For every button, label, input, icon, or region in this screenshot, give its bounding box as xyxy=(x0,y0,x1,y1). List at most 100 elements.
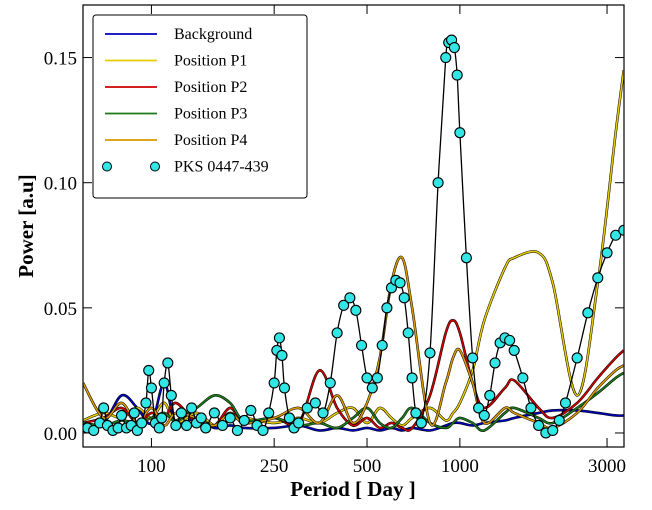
data-point xyxy=(216,419,229,432)
plot-frame xyxy=(82,4,625,448)
data-point xyxy=(398,292,410,304)
data-point xyxy=(366,382,378,394)
data-point xyxy=(200,422,212,434)
data-point xyxy=(186,402,198,414)
data-point xyxy=(276,349,288,361)
data-point xyxy=(448,41,460,54)
data-point xyxy=(508,344,520,356)
data-point xyxy=(381,302,393,314)
plot-area xyxy=(83,34,624,439)
data-point xyxy=(143,364,155,376)
data-point xyxy=(153,422,165,434)
data-point xyxy=(238,414,250,427)
data-point xyxy=(601,247,613,259)
y-tick-label: 0.15 xyxy=(44,49,77,70)
data-point xyxy=(350,304,362,316)
legend-label: PKS 0447-439 xyxy=(174,159,269,176)
data-point xyxy=(156,412,168,424)
data-point xyxy=(263,407,275,419)
data-point xyxy=(525,402,537,414)
x-tick-label: 1000 xyxy=(441,456,479,477)
data-point xyxy=(181,419,193,432)
data-point xyxy=(467,352,479,364)
data-point xyxy=(301,402,313,414)
data-point xyxy=(162,357,174,369)
data-point xyxy=(224,412,236,424)
data-point xyxy=(559,397,572,409)
data-point xyxy=(344,292,356,304)
data-point xyxy=(317,407,329,419)
data-point xyxy=(158,377,170,389)
data-point xyxy=(406,372,418,384)
legend-label: Position P3 xyxy=(174,106,247,123)
x-tick-label: 100 xyxy=(137,456,166,477)
data-point xyxy=(582,307,594,319)
data-point xyxy=(394,277,406,289)
data-point xyxy=(402,327,414,339)
x-axis-label: Period [ Day ] xyxy=(290,477,415,501)
data-point xyxy=(547,424,559,437)
data-point xyxy=(309,397,321,409)
data-point xyxy=(98,402,110,414)
data-point xyxy=(484,389,496,401)
data-point xyxy=(504,334,516,346)
data-point xyxy=(478,409,490,422)
x-tick-label: 500 xyxy=(353,456,382,477)
data-point xyxy=(424,347,436,359)
data-point xyxy=(257,424,269,437)
data-point xyxy=(460,252,472,264)
data-point xyxy=(283,412,295,424)
legend-marker xyxy=(150,161,160,172)
data-point xyxy=(338,299,350,311)
data-point xyxy=(415,417,427,429)
legend-label: Position P4 xyxy=(174,132,247,149)
y-tick-label: 0.05 xyxy=(44,299,77,320)
data-point xyxy=(410,407,422,419)
data-point xyxy=(533,419,545,432)
data-point xyxy=(553,414,565,427)
data-point xyxy=(268,377,280,389)
data-point xyxy=(231,424,243,437)
data-point xyxy=(376,339,388,351)
legend-marker xyxy=(102,161,112,172)
series-line xyxy=(83,372,624,432)
data-point xyxy=(517,372,529,384)
data-point xyxy=(324,377,336,389)
y-axis-label: Power [a.u] xyxy=(14,174,38,277)
data-point xyxy=(331,327,343,339)
legend-label: Background xyxy=(174,26,252,43)
data-point xyxy=(136,417,148,429)
data-point xyxy=(293,417,305,429)
data-point xyxy=(128,407,140,419)
data-point xyxy=(115,409,128,422)
data-point xyxy=(454,127,466,139)
legend-label: Position P2 xyxy=(174,79,247,96)
data-point xyxy=(432,177,444,189)
data-point xyxy=(195,412,207,424)
data-point xyxy=(361,372,373,384)
data-point xyxy=(489,357,501,369)
y-tick-label: 0.00 xyxy=(44,424,77,445)
data-point xyxy=(145,382,157,394)
data-point xyxy=(473,402,485,414)
data-point xyxy=(610,229,622,241)
data-point xyxy=(175,407,187,419)
data-point xyxy=(356,339,368,351)
data-point xyxy=(371,372,383,384)
data-point xyxy=(451,69,463,81)
data-point xyxy=(440,52,452,64)
data-point xyxy=(592,272,604,284)
data-point xyxy=(571,352,583,364)
x-tick-label: 3000 xyxy=(588,456,626,477)
data-point xyxy=(165,389,177,401)
data-point xyxy=(140,397,152,409)
x-tick-label: 250 xyxy=(260,456,289,477)
data-point xyxy=(245,404,257,417)
data-point xyxy=(208,407,220,419)
legend-label: Position P1 xyxy=(174,53,247,70)
data-point xyxy=(278,382,291,394)
data-point xyxy=(88,424,100,437)
y-tick-label: 0.10 xyxy=(44,174,77,195)
data-point xyxy=(170,419,182,432)
